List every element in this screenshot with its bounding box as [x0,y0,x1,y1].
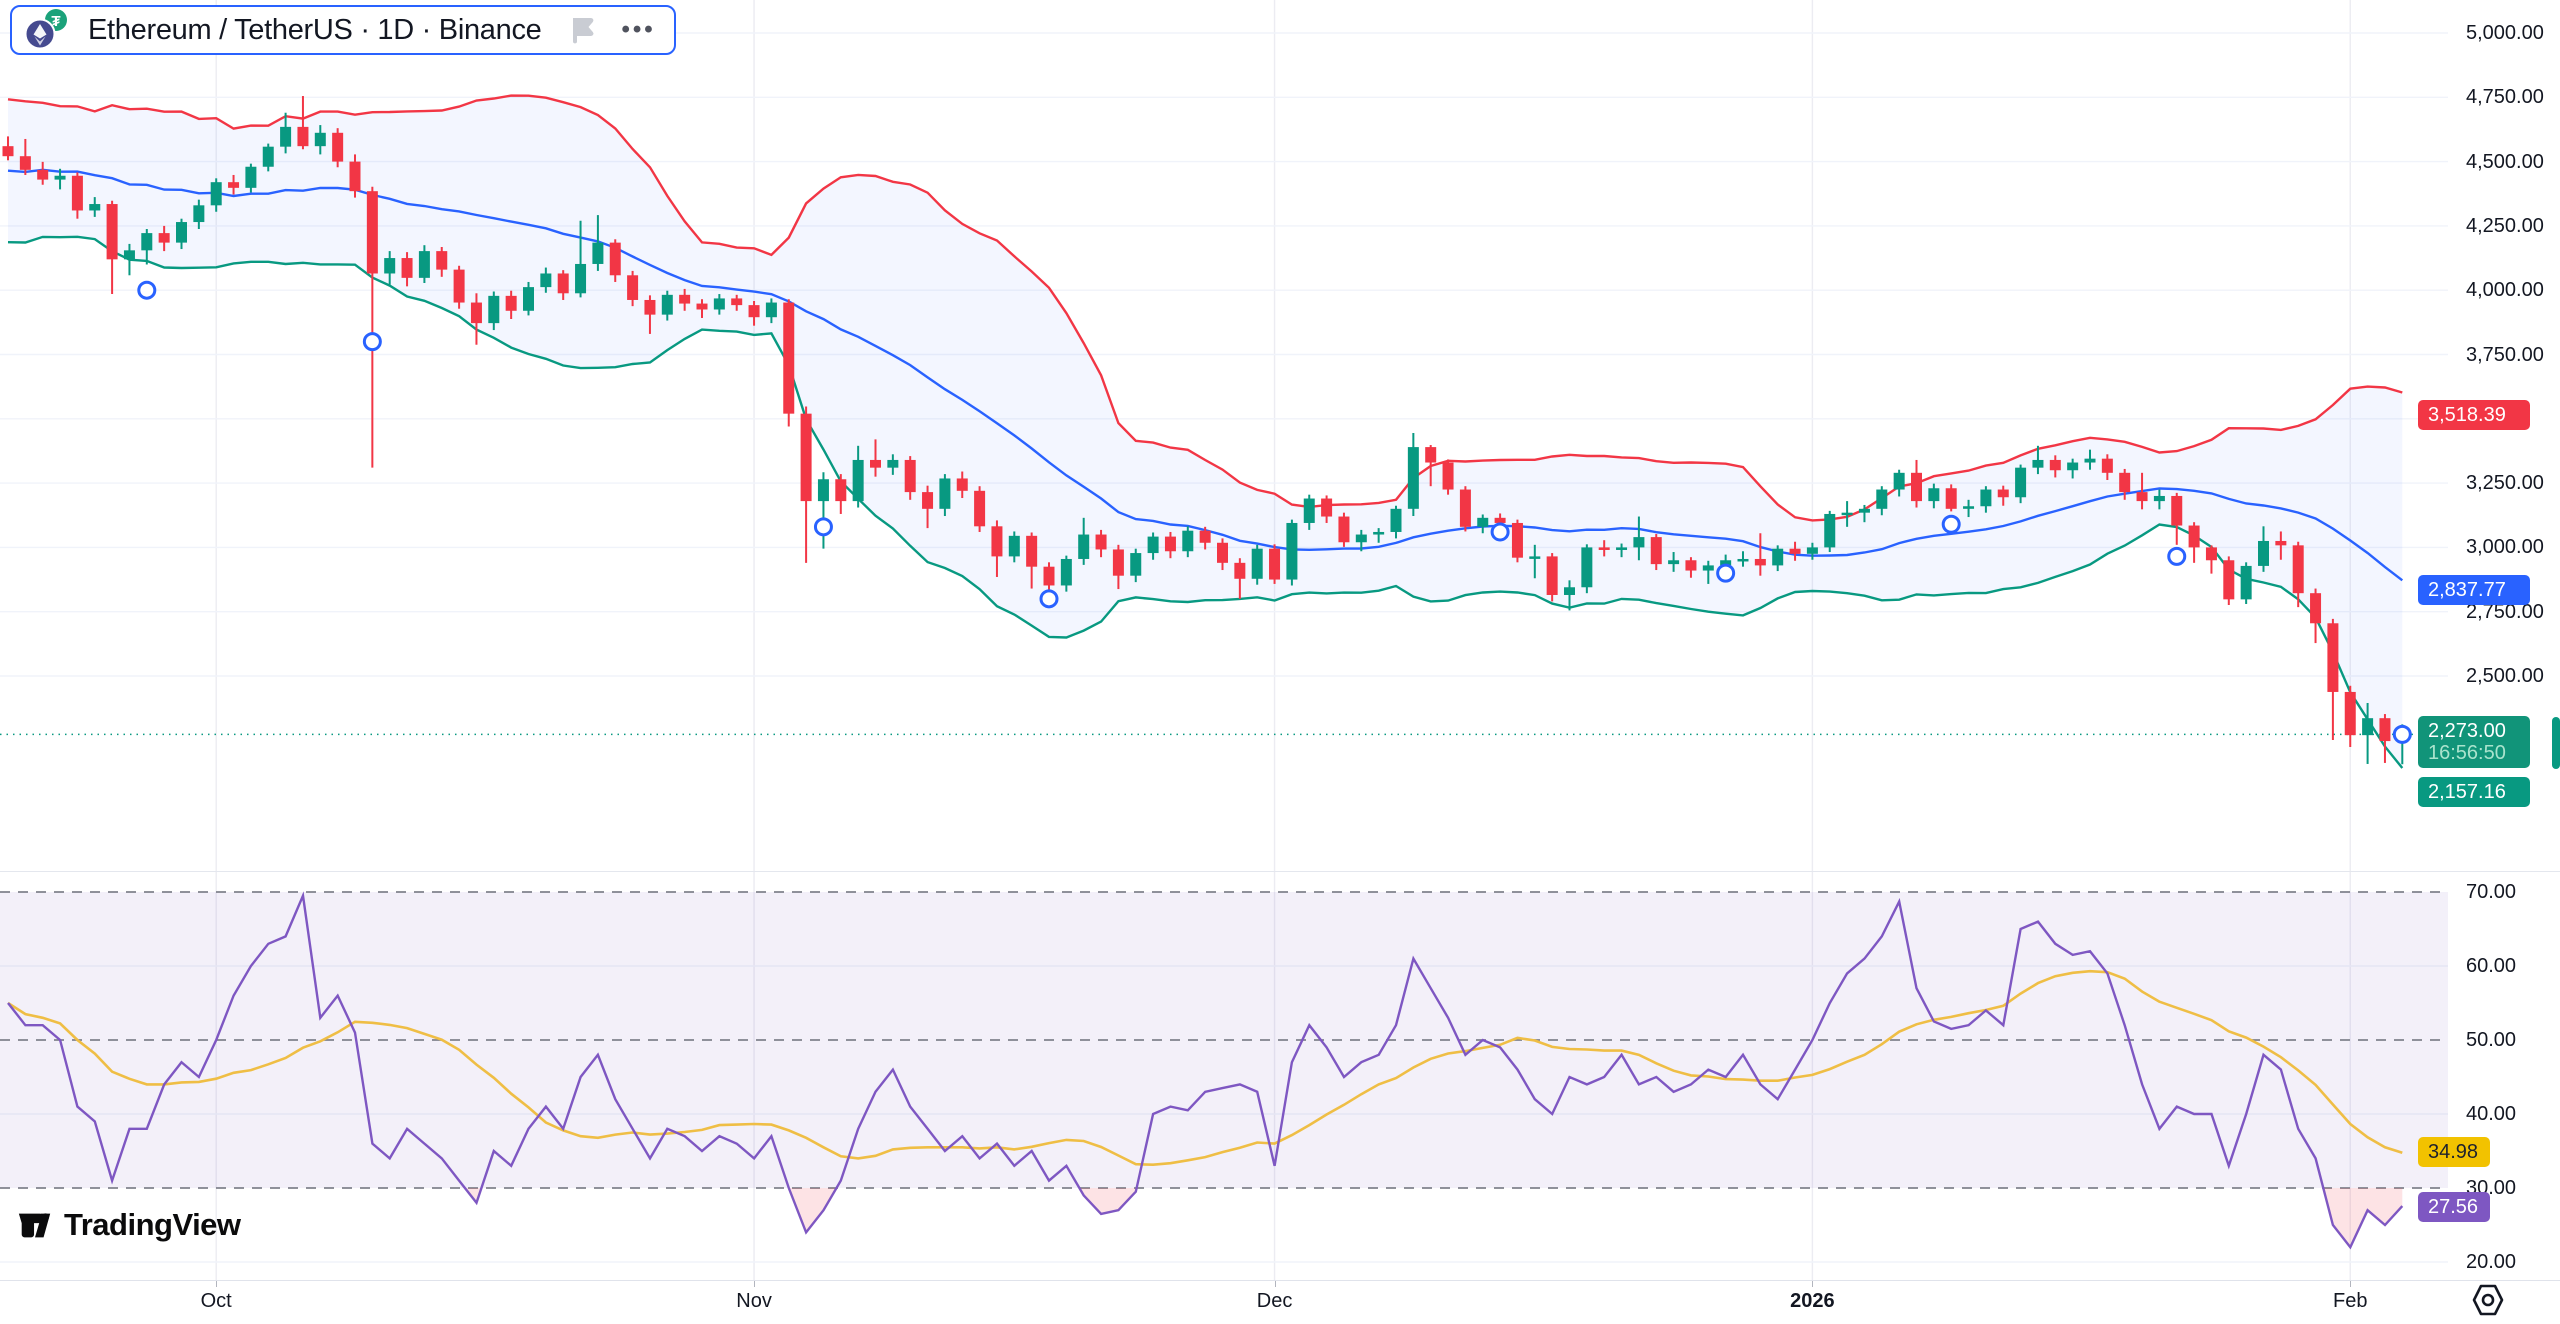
time-axis-label-nov[interactable]: Nov [736,1290,772,1312]
price-tick-label[interactable]: 4,750.00 [2466,86,2544,109]
time-axis-tick [1812,1281,1814,1287]
price-tick-label[interactable]: 4,500.00 [2466,150,2544,173]
flag-icon[interactable] [555,15,599,45]
tradingview-logo[interactable]: TradingView [16,1206,241,1244]
time-axis-border [0,1280,2560,1281]
rsi-value-badge: 27.56 [2418,1192,2490,1222]
price-range-strip [2552,717,2560,769]
price-tick-label[interactable]: 2,750.00 [2466,600,2544,623]
rsi-tick-label[interactable]: 60.00 [2466,955,2517,977]
time-axis-label-feb[interactable]: Feb [2333,1290,2368,1312]
symbol-title: Ethereum / TetherUS · 1D · Binance [88,13,542,46]
last-price-badge: 2,273.00 16:56:50 [2418,716,2530,768]
bb-basis-badge: 2,837.77 [2418,575,2530,605]
pane-separator[interactable] [0,871,2560,872]
price-tick-label[interactable]: 3,750.00 [2466,343,2544,366]
price-tick-label[interactable]: 4,000.00 [2466,279,2544,302]
time-axis-tick [1274,1281,1276,1287]
time-axis-label-2026[interactable]: 2026 [1790,1290,1835,1312]
time-axis-tick [2350,1281,2352,1287]
symbol-legend-button[interactable]: ₮ Ethereum / TetherUS · 1D · Binance ••• [10,5,676,55]
rsi-ma-badge: 34.98 [2418,1137,2490,1167]
rsi-tick-label[interactable]: 40.00 [2466,1103,2517,1125]
time-axis-tick [754,1281,756,1287]
eth-usdt-pair-icon: ₮ [22,8,74,52]
price-tick-label[interactable]: 4,250.00 [2466,214,2544,237]
svg-text:₮: ₮ [51,13,60,30]
time-axis-label-dec[interactable]: Dec [1256,1290,1293,1312]
rsi-tick-label[interactable]: 70.00 [2466,881,2517,903]
price-tick-label[interactable]: 5,000.00 [2466,22,2544,44]
rsi-tick-label[interactable]: 50.00 [2466,1029,2517,1051]
bb-lower-badge: 2,157.16 [2418,777,2530,807]
bar-countdown: 16:56:50 [2428,742,2506,764]
rsi-tick-label[interactable]: 20.00 [2466,1251,2517,1273]
price-tick-label[interactable]: 3,000.00 [2466,536,2544,559]
gear-icon[interactable] [2468,1282,2508,1323]
more-menu-button[interactable]: ••• [621,16,656,43]
bb-upper-badge: 3,518.39 [2418,400,2530,430]
time-axis-label-oct[interactable]: Oct [200,1290,232,1312]
tradingview-logo-icon [18,1213,51,1238]
time-axis-tick [216,1281,218,1287]
price-tick-label[interactable]: 2,500.00 [2466,665,2544,687]
price-tick-label[interactable]: 3,250.00 [2466,472,2544,495]
last-price-value: 2,273.00 [2428,720,2506,742]
tradingview-logo-text: TradingView [64,1207,241,1242]
